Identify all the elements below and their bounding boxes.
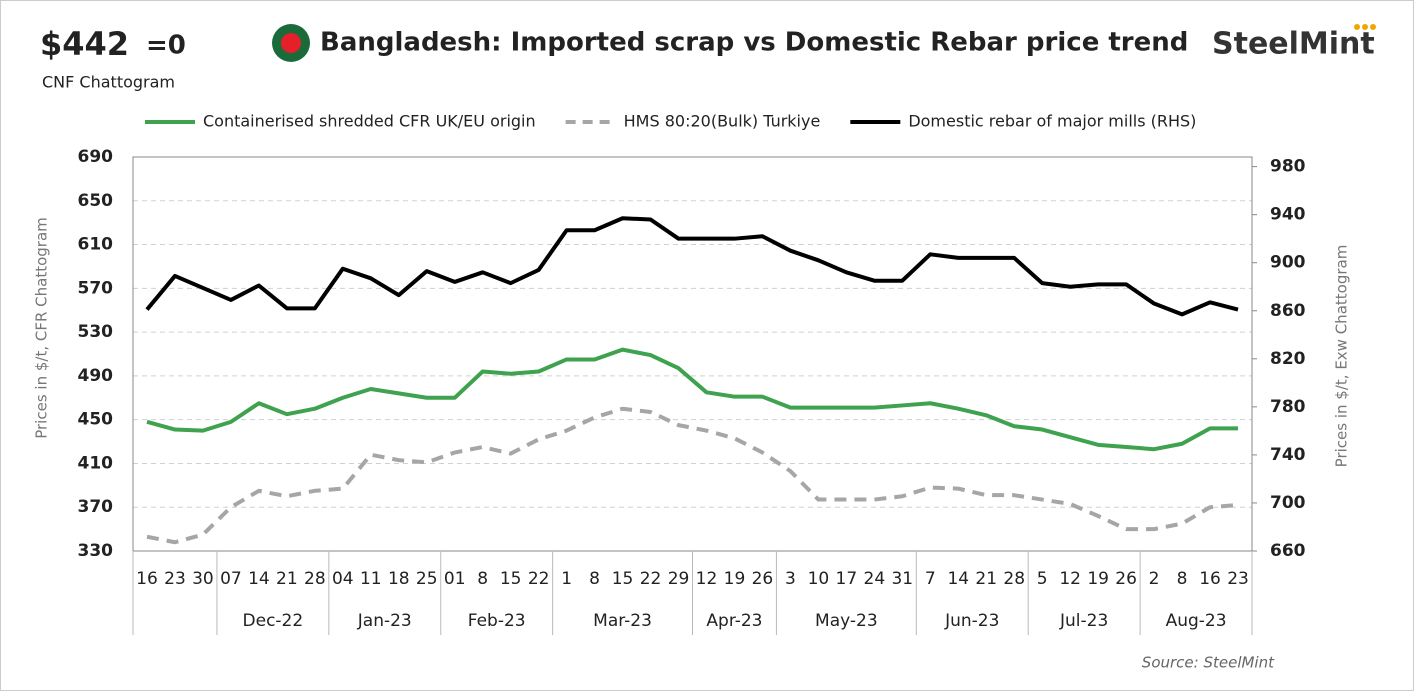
legend-label: Containerised shredded CFR UK/EU origin [203,112,536,131]
x-tick-label: 26 [1115,569,1137,589]
x-tick-label: 22 [528,569,550,589]
x-tick-label: 01 [444,569,466,589]
price: $442 [40,25,129,63]
x-tick-label: 15 [500,569,522,589]
x-tick-label: 3 [785,569,796,589]
y2-tick-label: 820 [1270,349,1306,369]
x-tick-label: 8 [1177,569,1188,589]
y-tick-label: 410 [78,453,114,473]
x-tick-label: 2 [1149,569,1160,589]
x-tick-label: 29 [668,569,690,589]
series-line [146,347,1239,452]
source: Source: SteelMint [1142,654,1275,672]
x-tick-label: 19 [1087,569,1109,589]
x-tick-label: 19 [724,569,746,589]
x-tick-label: 14 [947,569,969,589]
x-group-label: Apr-23 [706,611,762,631]
flag-disc [281,33,301,53]
y2-tick-label: 900 [1270,253,1306,273]
y2-tick-label: 740 [1270,445,1306,465]
x-tick-label: 07 [220,569,242,589]
logo-dot [1370,24,1376,30]
logo-dot [1362,24,1368,30]
y-tick-label: 570 [78,278,114,298]
y2-tick-label: 660 [1270,541,1306,561]
x-tick-label: 8 [589,569,600,589]
x-tick-label: 04 [332,569,354,589]
x-tick-label: 12 [696,569,718,589]
x-tick-label: 8 [477,569,488,589]
x-tick-label: 16 [1199,569,1221,589]
x-group-label: Mar-23 [593,611,652,631]
x-tick-label: 14 [248,569,270,589]
y2-tick-label: 780 [1270,397,1306,417]
x-tick-label: 10 [808,569,830,589]
series-line [146,406,1239,545]
y-tick-label: 490 [78,366,114,386]
logo: SteelMint [1212,27,1375,62]
x-group-label: Aug-23 [1166,611,1227,631]
x-tick-label: 1 [561,569,572,589]
y-tick-label: 610 [78,235,114,255]
price-basis: CNF Chattogram [42,73,175,92]
price-change: =0 [146,31,186,61]
x-tick-label: 7 [925,569,936,589]
x-tick-label: 23 [164,569,186,589]
y2-axis-title: Prices in $/t, Exw Chattogram [1333,245,1351,468]
x-tick-label: 15 [612,569,634,589]
y-tick-label: 690 [78,147,114,167]
x-group-label: Feb-23 [468,611,526,631]
x-tick-label: 21 [276,569,298,589]
x-group-label: Dec-22 [243,611,304,631]
x-tick-label: 28 [304,569,326,589]
x-group-label: May-23 [815,611,878,631]
x-tick-label: 30 [192,569,214,589]
legend-label: HMS 80:20(Bulk) Turkiye [624,112,821,131]
x-group-label: Jul-23 [1059,611,1108,631]
x-tick-label: 16 [136,569,158,589]
legend-label: Domestic rebar of major mills (RHS) [908,112,1196,131]
y-tick-label: 530 [78,322,114,342]
x-tick-label: 31 [891,569,913,589]
x-tick-label: 17 [836,569,858,589]
y-tick-label: 370 [78,497,114,517]
x-tick-label: 21 [975,569,997,589]
x-tick-label: 22 [640,569,662,589]
x-tick-label: 18 [388,569,410,589]
y2-tick-label: 700 [1270,493,1306,513]
x-tick-label: 11 [360,569,382,589]
y2-tick-label: 940 [1270,205,1306,225]
y-tick-label: 330 [78,541,114,561]
x-tick-label: 12 [1059,569,1081,589]
x-tick-label: 24 [864,569,886,589]
x-tick-label: 28 [1003,569,1025,589]
y2-tick-label: 860 [1270,301,1306,321]
y-tick-label: 450 [78,410,114,430]
x-tick-label: 23 [1227,569,1249,589]
y2-tick-label: 980 [1270,157,1306,177]
y-axis-title: Prices in $/t, CFR Chattogram [33,217,51,439]
chart-title: Bangladesh: Imported scrap vs Domestic R… [320,28,1188,58]
x-group-label: Jun-23 [944,611,999,631]
logo-dot [1354,24,1360,30]
x-group-label: Jan-23 [357,611,412,631]
x-tick-label: 5 [1037,569,1048,589]
x-tick-label: 26 [752,569,774,589]
series-line [145,216,1239,317]
y-tick-label: 650 [78,191,114,211]
x-tick-label: 25 [416,569,438,589]
